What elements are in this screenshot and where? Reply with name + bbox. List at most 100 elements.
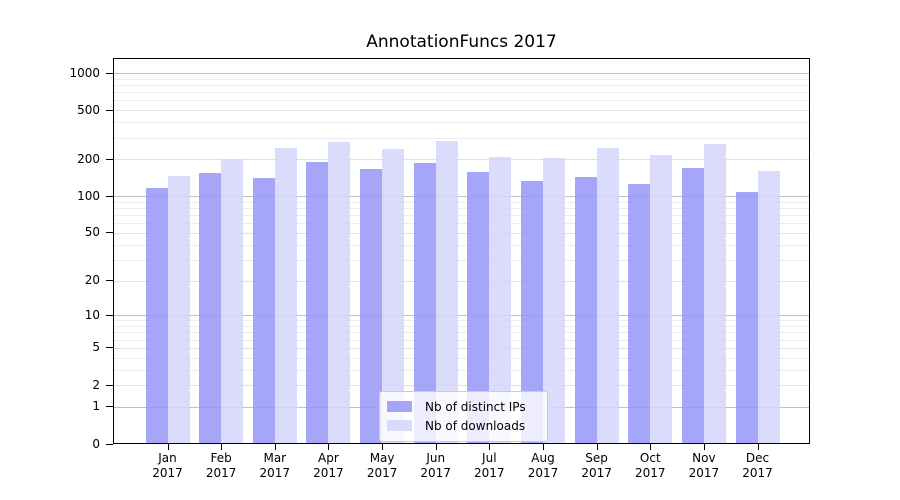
legend-label: Nb of downloads [425,418,526,433]
x-tick-month: Apr [318,451,339,465]
x-tick-year: 2017 [420,466,451,480]
x-tick-label-jun: Jun 2017 [408,451,464,481]
gridline-minor-labeled [114,280,809,282]
y-tick-label: 1000 [69,65,100,80]
gridline-minor [114,244,809,246]
x-tick-year: 2017 [742,466,773,480]
y-tick-mark [106,314,113,316]
bar-downloads-aug [543,157,565,443]
x-tick-month: Jan [158,451,177,465]
x-tick-year: 2017 [527,466,559,480]
y-tick-label: 0 [92,436,100,451]
x-tick-label-sep: Sep 2017 [569,451,625,481]
legend-swatch-distinct-ips [387,401,412,412]
x-tick-month: Dec [745,451,770,465]
gridline-minor [114,259,809,261]
y-tick-mark [106,347,113,349]
bar-distinct-ips-aug [521,181,543,443]
y-tick-mark [106,72,113,74]
gridline-minor [114,85,809,86]
y-tick-mark [106,384,113,386]
y-tick-mark [106,232,113,234]
x-tick-mark [382,444,384,450]
x-tick-mark [167,444,169,450]
x-tick-year: 2017 [366,466,398,480]
y-tick-label: 20 [84,273,100,287]
bar-distinct-ips-may [360,169,383,443]
bar-downloads-nov [703,143,726,443]
x-tick-label-aug: Aug 2017 [515,451,571,481]
y-tick-mark [106,109,113,111]
x-tick-year: 2017 [259,466,291,480]
bar-downloads-jul [489,156,512,443]
bar-downloads-dec [757,170,780,443]
legend-item-distinct-ips: Nb of distinct IPs [380,397,547,416]
bar-downloads-apr [328,141,351,443]
bar-distinct-ips-jun [413,162,436,443]
x-tick-label-jan: Jan 2017 [140,451,196,481]
x-tick-year: 2017 [635,466,666,480]
gridline-minor-labeled [114,159,809,161]
y-tick-label: 100 [77,188,100,203]
x-tick-year: 2017 [205,466,237,480]
x-tick-mark [221,444,223,450]
bar-distinct-ips-sep [574,176,597,443]
bar-distinct-ips-feb [199,173,222,443]
gridline-major [114,196,809,198]
gridline-minor [114,320,809,322]
bar-downloads-may [382,149,405,443]
y-tick-mark [106,158,113,160]
x-tick-mark [650,444,652,450]
gridline-minor [114,201,809,203]
bar-distinct-ips-jul [467,171,490,443]
x-tick-label-nov: Nov 2017 [676,451,732,481]
gridline-minor [114,137,809,139]
x-tick-label-feb: Feb 2017 [193,451,249,481]
bar-downloads-mar [274,148,297,443]
x-tick-label-mar: Mar 2017 [247,451,303,481]
x-tick-year: 2017 [474,466,505,480]
gridline-minor [114,332,809,334]
gridline-minor [114,357,809,359]
gridline-minor-labeled [114,347,809,349]
x-tick-year: 2017 [581,466,612,480]
gridline-minor [114,208,809,209]
gridline-minor-labeled [114,385,809,386]
x-tick-year: 2017 [313,466,344,480]
plot-inner: Nb of distinct IPs Nb of downloads [114,59,809,443]
x-tick-month: Jul [482,451,497,465]
x-tick-label-may: May 2017 [354,451,410,481]
x-tick-month: Nov [692,451,716,465]
bar-downloads-jan [167,176,190,443]
x-tick-mark [274,444,276,450]
x-tick-month: Sep [585,451,608,465]
legend-label: Nb of distinct IPs [425,399,526,414]
legend-item-downloads: Nb of downloads [380,416,547,435]
gridline-major [114,73,809,74]
gridline-minor [114,122,809,124]
x-tick-mark [757,444,759,450]
gridline-minor [114,326,809,327]
bar-distinct-ips-oct [628,183,651,443]
gridline-minor [114,78,809,80]
gridline-minor [114,369,809,371]
bar-distinct-ips-apr [306,161,329,443]
bar-downloads-feb [221,159,244,443]
bar-distinct-ips-mar [252,177,275,443]
x-tick-mark [489,444,491,450]
bar-distinct-ips-nov [681,168,704,443]
x-tick-month: Aug [531,451,555,465]
x-tick-label-jul: Jul 2017 [461,451,517,481]
x-tick-label-apr: Apr 2017 [300,451,356,481]
x-tick-month: Jun [426,451,446,465]
gridline-minor-labeled [114,232,809,234]
bar-distinct-ips-jan [145,188,168,443]
chart-title: AnnotationFuncs 2017 [366,32,557,52]
bar-downloads-oct [650,155,673,443]
x-tick-label-oct: Oct 2017 [622,451,678,481]
legend: Nb of distinct IPs Nb of downloads [379,391,548,442]
x-tick-mark [596,444,598,450]
x-tick-year: 2017 [152,466,183,480]
plot-area: Nb of distinct IPs Nb of downloads [113,58,810,444]
